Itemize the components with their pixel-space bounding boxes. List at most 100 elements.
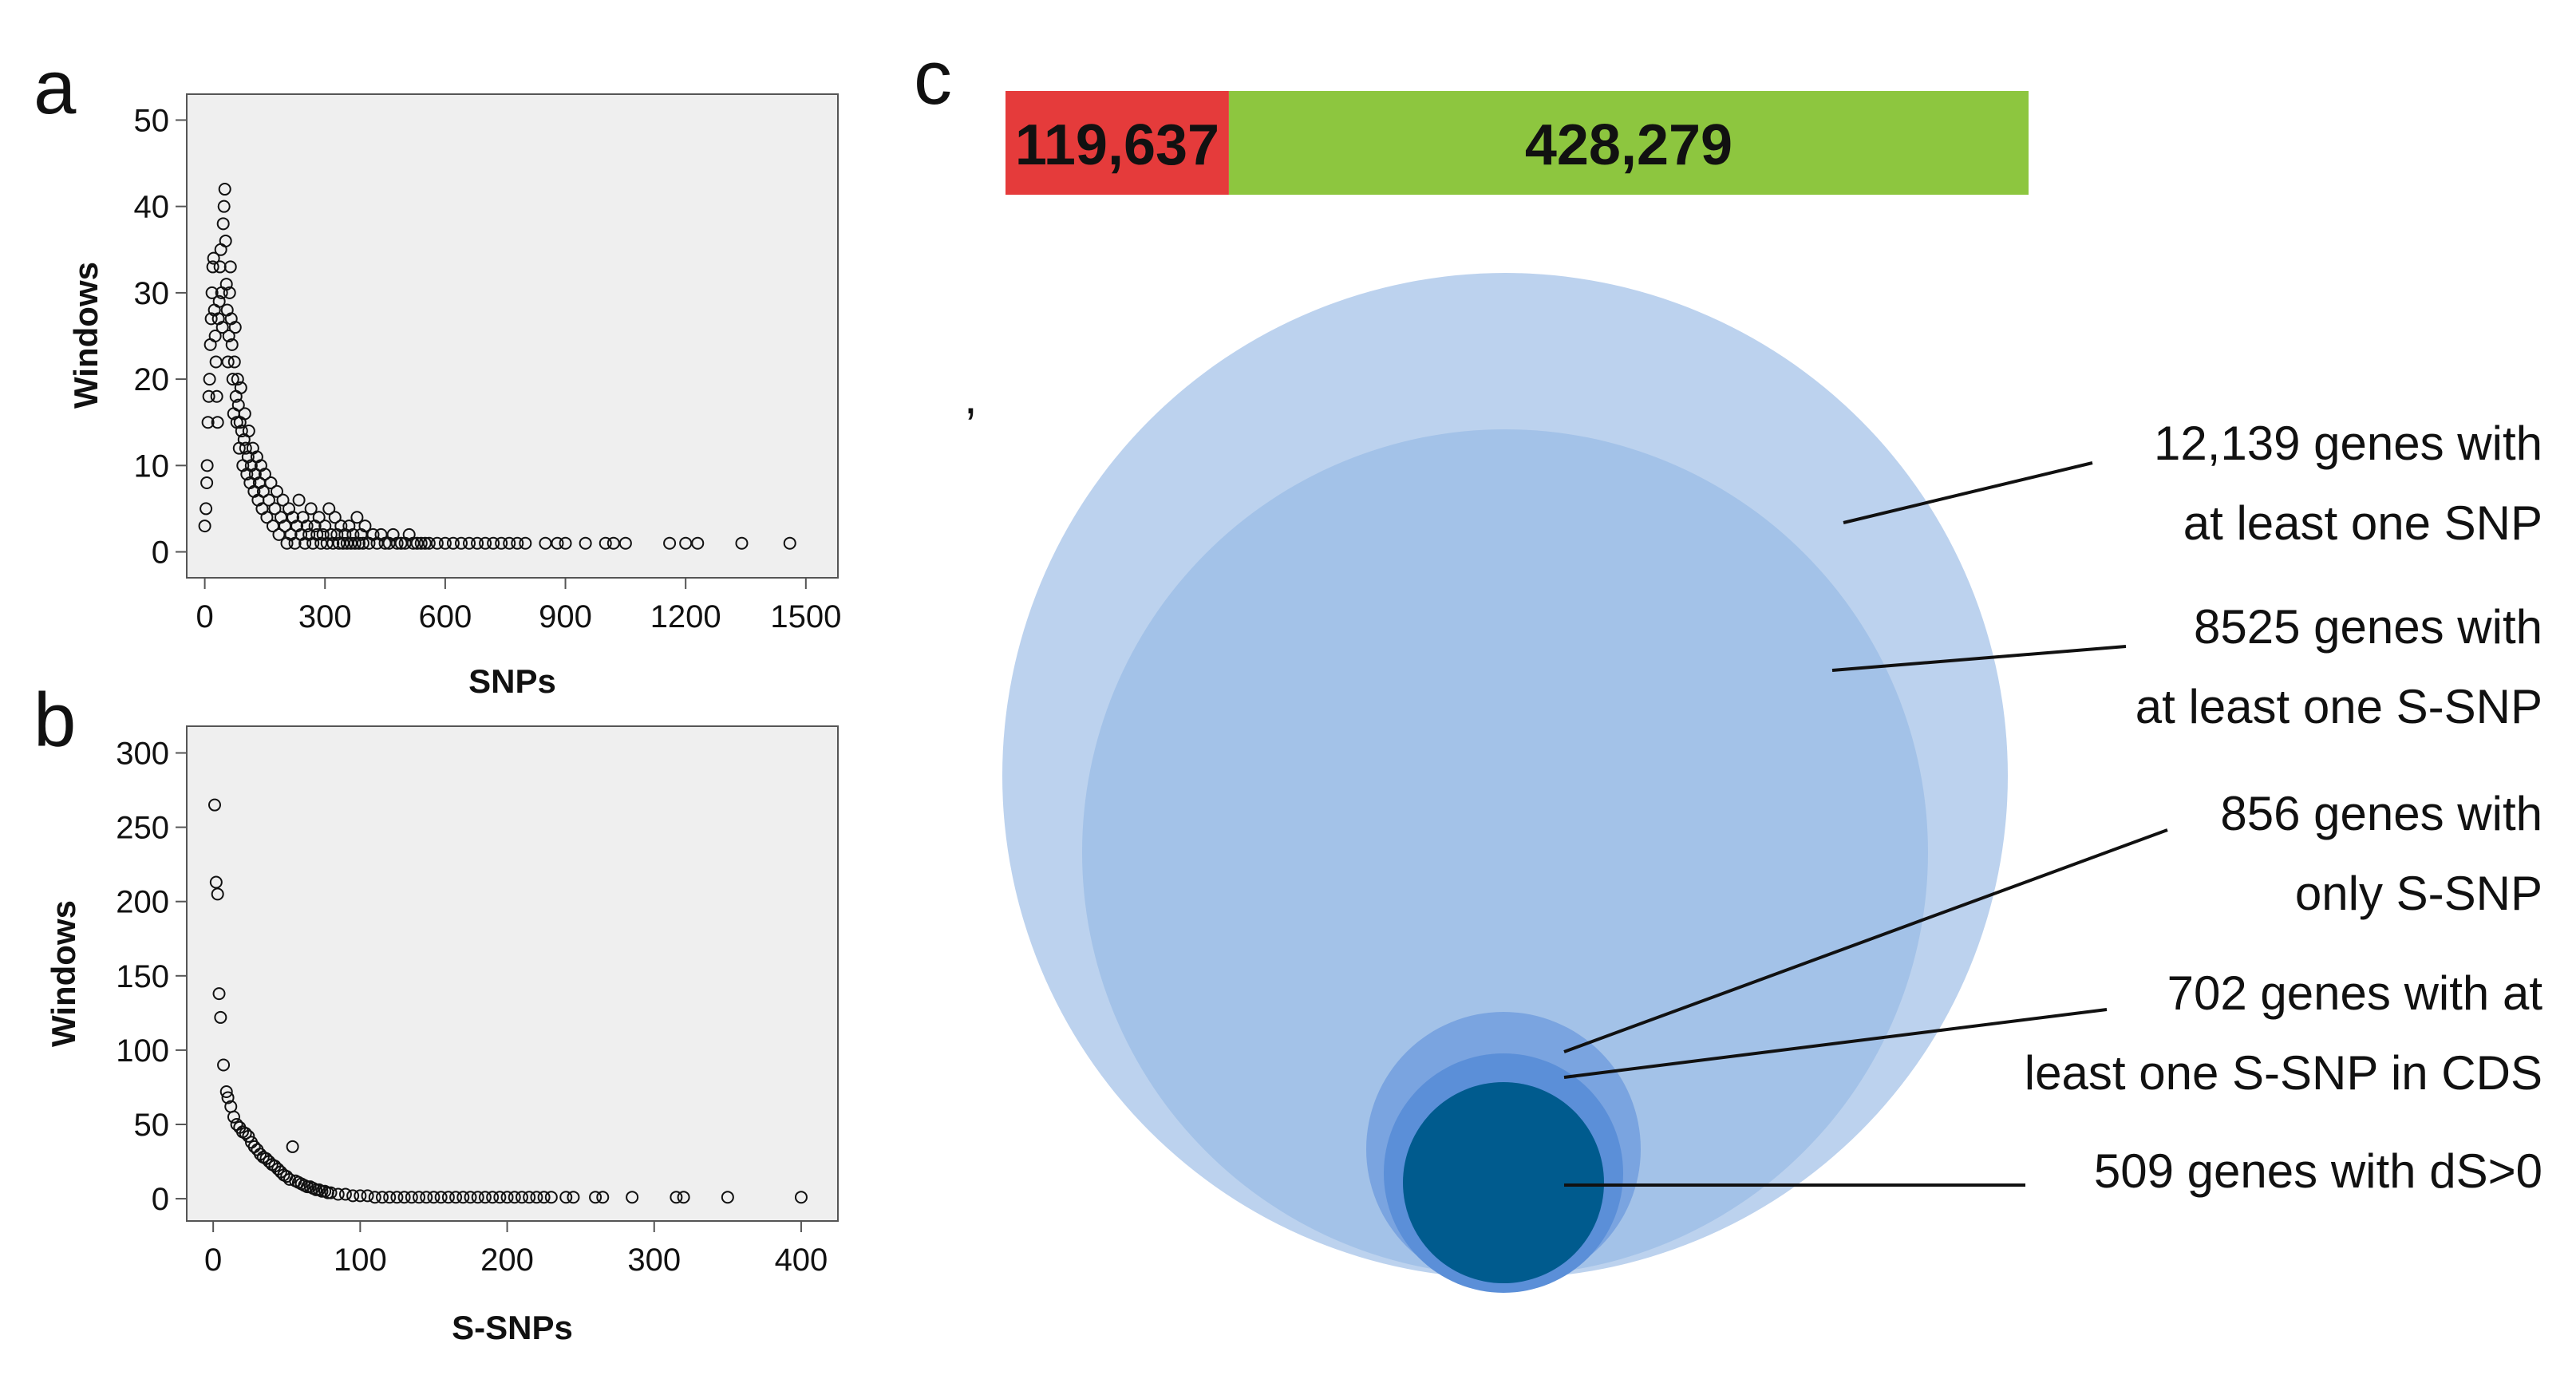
data-point [200,502,213,516]
data-point [441,1191,455,1204]
data-point [454,536,468,550]
data-point [589,1191,603,1204]
data-point [216,217,230,231]
y-tick-label-a: 40 [134,190,170,225]
data-point [324,527,338,541]
x-tick-label-a: 0 [196,599,213,634]
data-point [239,441,252,455]
data-point [205,286,219,299]
leader-line-2 [1831,645,2127,672]
data-point [212,987,226,1001]
data-point [223,286,236,299]
data-point [523,1191,536,1204]
data-point [198,520,211,533]
data-point [328,511,342,524]
data-point [242,425,255,438]
data-point [394,536,408,550]
data-point [270,484,283,498]
data-point [242,1129,255,1143]
data-point [217,200,231,213]
data-point [264,476,278,489]
data-point [418,536,432,550]
data-point [559,536,572,550]
data-point [735,536,749,550]
data-point [679,536,693,550]
data-point [204,312,218,326]
data-point [390,1191,404,1204]
data-point [207,798,221,812]
callout-1-line-1: 12,139 genes with [2154,417,2542,470]
x-axis-a: 0 300 600 900 1200 1500 [196,578,841,634]
data-point [434,1191,448,1204]
y-axis-label-a: Windows [67,262,105,409]
y-tick-label-b: 100 [116,1033,169,1069]
data-point [318,520,332,533]
data-point [383,1191,397,1204]
data-point [427,1191,441,1204]
x-tick-label-b: 100 [334,1243,387,1278]
data-point [618,536,632,550]
data-point [210,389,223,403]
data-point [262,493,275,507]
data-point [217,1058,231,1072]
x-axis-label-a: SNPs [468,662,556,700]
data-point [539,536,552,550]
data-point [511,536,524,550]
y-tick-label-b: 150 [116,959,169,994]
x-tick-label-a: 1500 [770,599,841,634]
callout-3-line-2: only S-SNP [2295,867,2542,920]
data-point [206,260,219,274]
leader-line-3 [1563,828,2168,1053]
data-point [201,416,215,429]
data-point [282,1172,296,1186]
data-point [338,1187,352,1201]
data-point [390,536,404,550]
leader-line-4 [1563,1008,2108,1079]
data-point [446,536,460,550]
data-point [322,502,336,516]
y-tick-label-a: 10 [134,448,170,484]
data-point [276,493,290,507]
data-point [209,355,223,369]
data-point [211,416,224,429]
data-point [234,381,247,394]
data-point [314,536,328,550]
points-b [207,798,808,1204]
data-point [493,1191,507,1204]
data-point [677,1191,690,1204]
data-point [354,1189,367,1203]
data-point [486,1191,500,1204]
data-point [378,536,392,550]
data-point [599,536,612,550]
bar-label-red: 119,637 [1015,113,1219,177]
y-tick-label-b: 0 [152,1182,169,1217]
callout-2-line-2: at least one S-SNP [2135,680,2542,733]
x-tick-label-b: 200 [480,1243,534,1278]
data-point [258,468,271,481]
data-point [344,536,358,550]
data-point [272,527,286,541]
data-point [794,1191,808,1204]
stacked-bar: 119,637 428,279 [1006,91,2029,195]
data-point [519,536,532,550]
data-point [626,1191,639,1204]
data-point [219,278,233,291]
callout-5-line-1: 509 genes with dS>0 [2094,1144,2542,1198]
data-point [231,373,244,386]
data-point [336,536,350,550]
data-point [214,1010,227,1024]
stray-comma: , [964,370,978,424]
data-point [495,536,508,550]
data-point [346,527,360,541]
data-point [221,355,235,369]
data-point [422,536,436,550]
leader-line-1 [1843,461,2093,524]
data-point [406,536,420,550]
data-point [211,887,224,901]
x-tick-label-b: 300 [627,1243,681,1278]
data-point [340,536,354,550]
callout-4-line-2: least one S-SNP in CDS [2025,1046,2542,1100]
data-point [783,536,796,550]
panel-letter-b: b [34,678,76,763]
